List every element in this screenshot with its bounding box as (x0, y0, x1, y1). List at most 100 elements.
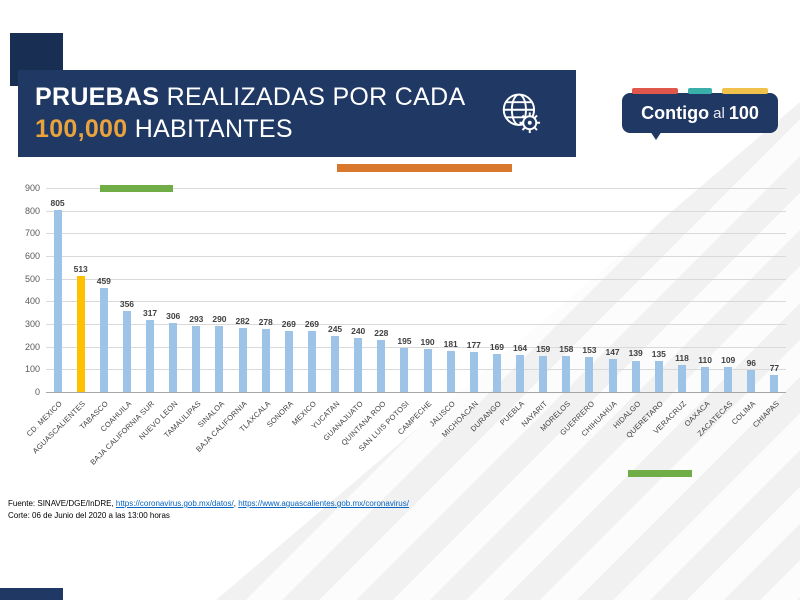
title-line-1: PRUEBAS REALIZADAS POR CADA (35, 81, 465, 113)
gridline (46, 392, 786, 393)
gridline (46, 369, 786, 371)
bar-value-label: 282 (235, 316, 250, 327)
gridline (46, 256, 786, 257)
bar-tamaulipas (192, 325, 201, 392)
bar-value-label: 169 (489, 341, 505, 352)
bar-value-label: 245 (327, 324, 343, 335)
bar-value-label: 77 (769, 362, 780, 373)
bar-michoacan (469, 351, 478, 392)
bar-coahuila (122, 311, 131, 392)
cutoff-date: Corte: 06 de Junio del 2020 a las 13:00 … (8, 511, 170, 520)
y-tick-label: 600 (24, 251, 40, 261)
bar-value-label: 159 (536, 343, 551, 354)
y-tick-label: 400 (24, 296, 40, 307)
source-line: Fuente: SINAVE/DGE/InDRE, https://corona… (8, 498, 409, 510)
bar-jalisco (446, 350, 455, 392)
bar-chart: 0 100 200 300 400 500 600 700 800 900 805 513 459 35… (0, 180, 800, 495)
logo-word-al: al (713, 104, 725, 122)
bar-veracruz (677, 365, 686, 392)
gridline (46, 188, 786, 189)
y-tick-label: 900 (24, 183, 40, 193)
orange-accent-bar (337, 164, 512, 172)
bottom-accent-bar (0, 588, 63, 600)
bar-puebla (516, 354, 525, 392)
logo-word-100: 100 (728, 102, 759, 123)
bar-baja-california (238, 328, 247, 392)
bar-value-label: 147 (605, 346, 620, 357)
gridline (46, 346, 786, 348)
bar-durango (492, 353, 501, 392)
bar-value-label: 190 (420, 336, 435, 347)
bar-value-label: 96 (746, 358, 757, 369)
logo-text-box: Contigo al 100 (622, 93, 778, 133)
bar-nuevo-leon (169, 322, 178, 392)
bar-value-label: 805 (50, 197, 65, 208)
logo-speech-tail (650, 131, 662, 140)
contigo-al-100-logo: Contigo al 100 (622, 88, 778, 140)
bar-value-label: 269 (281, 319, 296, 330)
bar-value-label: 356 (119, 299, 135, 310)
bar-tabasco (99, 287, 108, 392)
bar-value-label: 240 (351, 325, 366, 336)
bar-chihuahua (608, 358, 617, 392)
bar-hidalgo (631, 360, 640, 392)
gridline (46, 233, 786, 235)
title-number: 100,000 (35, 115, 128, 143)
y-tick-label: 100 (24, 364, 40, 375)
bar-zacatecas (724, 367, 733, 392)
source-label: Fuente: SINAVE/DGE/InDRE, (8, 499, 116, 508)
bar-sonora (284, 331, 293, 392)
bar-value-label: 278 (258, 316, 273, 327)
gridline (46, 324, 786, 325)
y-tick-label: 0 (34, 387, 40, 397)
bar-colima (747, 370, 756, 392)
title-line-1-rest: REALIZADAS POR CADA (159, 83, 466, 111)
bar-quintana-roo (377, 340, 386, 392)
y-tick-label: 200 (24, 341, 40, 352)
gridline (46, 278, 786, 280)
logo-strip-yellow (722, 88, 768, 94)
bar-oaxaca (701, 367, 710, 392)
bar-nayarit (539, 355, 548, 392)
bar-value-label: 139 (628, 348, 643, 359)
bar-value-label: 110 (698, 355, 712, 366)
y-tick-label: 800 (24, 205, 40, 216)
logo-color-strips (632, 88, 768, 94)
bar-value-label: 513 (73, 263, 88, 274)
bar-value-label: 317 (142, 308, 158, 319)
bar-value-label: 195 (397, 335, 412, 346)
bar-value-label: 177 (466, 339, 481, 350)
title-line-2-rest: HABITANTES (127, 115, 293, 143)
bar-value-label: 293 (189, 313, 204, 324)
page-title: PRUEBAS REALIZADAS POR CADA 100,000 HABI… (35, 81, 465, 145)
y-tick-label: 300 (24, 319, 40, 329)
logo-word-contigo: Contigo (641, 102, 710, 123)
bar-chiapas (770, 374, 779, 392)
bar-value-label: 181 (443, 338, 458, 349)
bar-guanajuato (354, 337, 363, 392)
source-link-aguascalientes[interactable]: https://www.aguascalientes.gob.mx/corona… (238, 499, 409, 508)
footer: Fuente: SINAVE/DGE/InDRE, https://corona… (8, 498, 409, 522)
bar-campeche (423, 348, 432, 392)
bar-san-luis-potosi (400, 347, 409, 392)
bar-value-label: 135 (651, 349, 666, 360)
green-accent-bar-top (100, 185, 173, 192)
gridline (46, 301, 786, 303)
bar-value-label: 109 (721, 355, 736, 366)
source-separator: , (233, 499, 239, 508)
bar-value-label: 164 (512, 342, 528, 353)
bar-morelos (562, 356, 571, 392)
gridline (46, 210, 786, 212)
bar-value-label: 153 (582, 345, 597, 356)
bar-value-label: 269 (304, 319, 320, 330)
bar-mexico (307, 331, 316, 392)
title-word-pruebas: PRUEBAS (35, 83, 160, 111)
y-tick-label: 700 (24, 228, 40, 239)
title-line-2: 100,000 HABITANTES (35, 113, 465, 145)
logo-strip-teal (688, 88, 712, 94)
header-banner: PRUEBAS REALIZADAS POR CADA 100,000 HABI… (18, 70, 576, 157)
bar-value-label: 459 (96, 275, 111, 286)
source-link-coronavirus-gob[interactable]: https://coronavirus.gob.mx/datos/ (115, 499, 234, 508)
y-tick-label: 500 (24, 273, 40, 284)
plot-area: 805 513 459 356 317 306 293 290 282 278 269 269 245 2… (46, 188, 786, 393)
